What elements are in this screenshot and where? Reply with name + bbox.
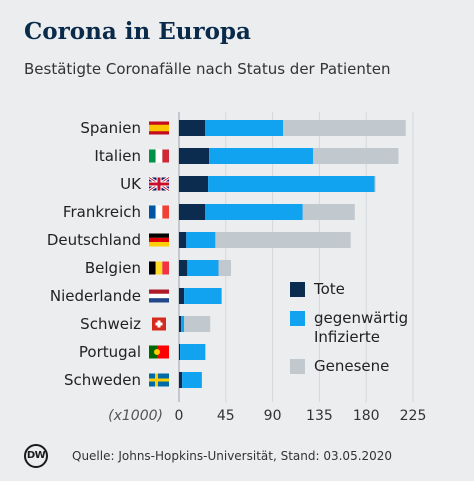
category-label: Spanien — [80, 119, 141, 137]
category-label: Schweden — [64, 371, 141, 389]
flag-nl-icon — [149, 289, 169, 303]
bar-tote-spanien — [179, 120, 205, 136]
legend-label-genesene: Genesene — [314, 357, 390, 375]
bar-tote-italien — [179, 148, 210, 164]
legend-swatch-infizierte — [290, 311, 305, 326]
bar-tote-schweiz — [179, 316, 182, 332]
legend-label-tote: Tote — [314, 280, 345, 298]
source-note: Quelle: Johns-Hopkins-Universität, Stand… — [72, 449, 393, 463]
bar-genesene-belgien — [218, 260, 231, 276]
legend-swatch-tote — [290, 282, 305, 297]
bar-gegenwärtig-niederlande — [184, 288, 222, 304]
bar-gegenwärtig-deutschland — [186, 232, 216, 248]
chart-subtitle: Bestätigte Coronafälle nach Status der P… — [24, 60, 391, 78]
bar-tote-belgien — [179, 260, 188, 276]
legend: Tote gegenwärtig Infizierte Genesene — [290, 280, 434, 386]
chart-title: Corona in Europa — [24, 18, 251, 45]
bar-tote-deutschland — [179, 232, 187, 248]
bar-tote-portugal — [179, 344, 181, 360]
legend-label-infizierte: gegenwärtig Infizierte — [314, 309, 409, 346]
footer: DW Quelle: Johns-Hopkins-Universität, St… — [0, 440, 474, 481]
bar-gegenwärtig-italien — [209, 148, 314, 164]
flag-de-icon — [149, 233, 169, 247]
x-tick-label: 90 — [264, 408, 282, 424]
category-label: Italien — [94, 147, 141, 165]
flag-se-icon — [149, 373, 169, 387]
flag-pt-icon — [149, 345, 169, 359]
bar-genesene-uk — [374, 176, 376, 192]
flag-ch-icon — [152, 317, 166, 331]
bar-genesene-italien — [313, 148, 399, 164]
bar-gegenwärtig-frankreich — [205, 204, 303, 220]
flag-be-icon — [149, 261, 169, 275]
bar-tote-uk — [179, 176, 209, 192]
dw-logo: DW — [24, 444, 48, 468]
category-label: Belgien — [85, 259, 141, 277]
bar-gegenwärtig-uk — [208, 176, 375, 192]
bar-gegenwärtig-portugal — [180, 344, 205, 360]
bar-tote-frankreich — [179, 204, 205, 220]
bar-genesene-spanien — [283, 120, 406, 136]
legend-item-genesene: Genesene — [290, 357, 434, 376]
x-tick-label: 225 — [400, 408, 427, 424]
flag-es-icon — [149, 121, 169, 135]
bar-gegenwärtig-spanien — [205, 120, 283, 136]
bar-genesene-portugal — [205, 344, 207, 360]
bar-gegenwärtig-schweiz — [181, 316, 185, 332]
category-label: Niederlande — [50, 287, 141, 305]
bar-genesene-deutschland — [215, 232, 351, 248]
bar-tote-niederlande — [179, 288, 185, 304]
bar-chart: Spanien Italien UK Frankreich Deutschland Bel… — [47, 112, 427, 424]
category-label: Portugal — [79, 343, 141, 361]
category-label: Frankreich — [63, 203, 141, 221]
category-label: Schweiz — [80, 315, 141, 333]
bar-genesene-schweiz — [184, 316, 211, 332]
x-tick-label: 45 — [217, 408, 235, 424]
bar-tote-schweden — [179, 372, 183, 388]
legend-item-infizierte: gegenwärtig Infizierte — [290, 309, 434, 347]
flag-fr-icon — [149, 205, 169, 219]
x-unit-label: (x1000) — [108, 408, 163, 424]
flag-uk-icon — [148, 176, 170, 192]
category-label: UK — [120, 175, 142, 193]
legend-item-tote: Tote — [290, 280, 434, 299]
category-label: Deutschland — [47, 231, 141, 249]
bar-gegenwärtig-schweden — [182, 372, 202, 388]
bar-genesene-frankreich — [302, 204, 355, 220]
flag-it-icon — [149, 149, 169, 163]
x-tick-label: 180 — [353, 408, 380, 424]
bar-gegenwärtig-belgien — [187, 260, 219, 276]
x-tick-label: 135 — [306, 408, 333, 424]
legend-swatch-genesene — [290, 359, 305, 374]
x-tick-label: 0 — [175, 408, 184, 424]
